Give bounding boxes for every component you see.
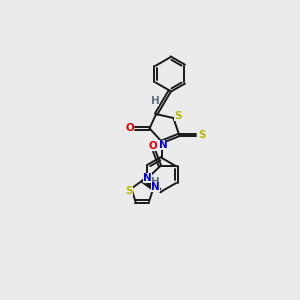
Text: N: N xyxy=(143,173,152,183)
Text: S: S xyxy=(174,111,181,121)
Text: H: H xyxy=(151,178,159,188)
Text: H: H xyxy=(151,96,159,106)
Text: N: N xyxy=(151,182,160,192)
Text: S: S xyxy=(125,186,133,197)
Text: O: O xyxy=(149,141,158,151)
Text: S: S xyxy=(198,130,205,140)
Text: N: N xyxy=(159,140,167,150)
Text: O: O xyxy=(125,123,134,134)
